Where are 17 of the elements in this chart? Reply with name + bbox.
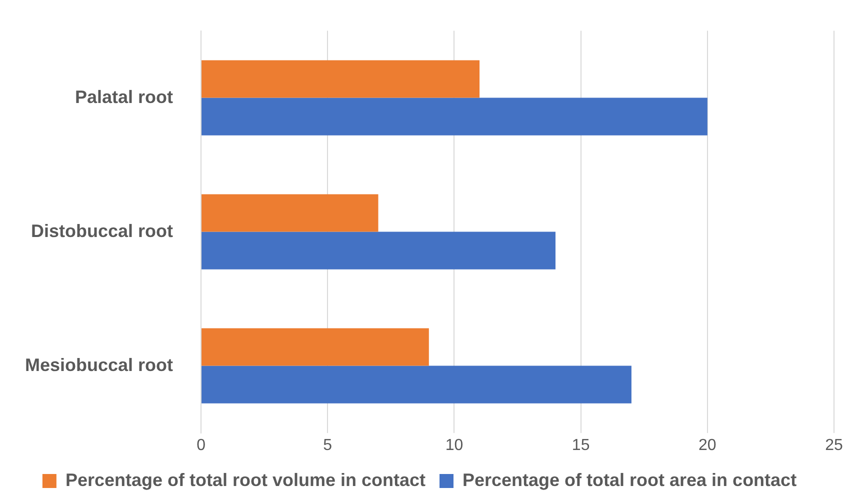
y-tick-label: Mesiobuccal root xyxy=(24,354,174,375)
y-tick-label: Distobuccal root xyxy=(31,220,174,241)
bar xyxy=(202,328,429,366)
x-tick-label: 15 xyxy=(572,436,590,454)
bar xyxy=(202,98,708,136)
x-tick-label: 0 xyxy=(196,436,206,454)
legend-label: Percentage of total root area in contact xyxy=(462,470,797,490)
x-tick-label: 10 xyxy=(445,436,464,454)
bar xyxy=(202,232,556,270)
x-tick-label: 5 xyxy=(323,436,332,454)
legend-label: Percentage of total root volume in contact xyxy=(65,470,426,490)
bar xyxy=(202,194,378,232)
y-tick-label: Palatal root xyxy=(74,86,174,107)
x-tick-label: 20 xyxy=(698,436,716,454)
x-tick-label: 25 xyxy=(825,436,843,454)
bar xyxy=(202,60,480,98)
bar xyxy=(202,366,632,404)
